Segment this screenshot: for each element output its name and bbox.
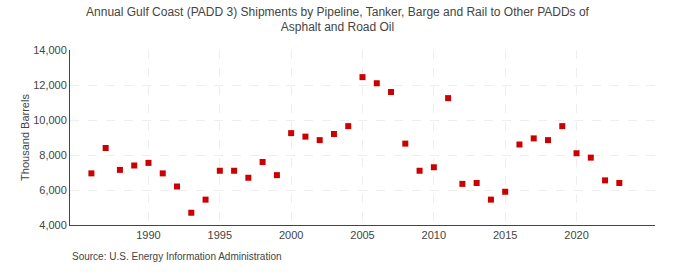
svg-text:6,000: 6,000 [39, 184, 67, 196]
svg-text:Source: U.S. Energy Informatio: Source: U.S. Energy Information Administ… [72, 251, 282, 262]
svg-text:1990: 1990 [136, 229, 160, 241]
svg-text:4,000: 4,000 [39, 219, 67, 231]
svg-text:Thousand Barrels: Thousand Barrels [19, 94, 31, 181]
svg-text:1995: 1995 [208, 229, 232, 241]
svg-text:8,000: 8,000 [39, 149, 67, 161]
svg-text:10,000: 10,000 [33, 114, 67, 126]
svg-text:14,000: 14,000 [33, 44, 67, 56]
svg-text:2000: 2000 [279, 229, 303, 241]
svg-text:2010: 2010 [422, 229, 446, 241]
svg-text:2020: 2020 [564, 229, 588, 241]
svg-text:2005: 2005 [350, 229, 374, 241]
svg-text:12,000: 12,000 [33, 79, 67, 91]
svg-text:2015: 2015 [493, 229, 517, 241]
svg-text:Annual Gulf Coast (PADD 3) Shi: Annual Gulf Coast (PADD 3) Shipments by … [86, 5, 590, 35]
